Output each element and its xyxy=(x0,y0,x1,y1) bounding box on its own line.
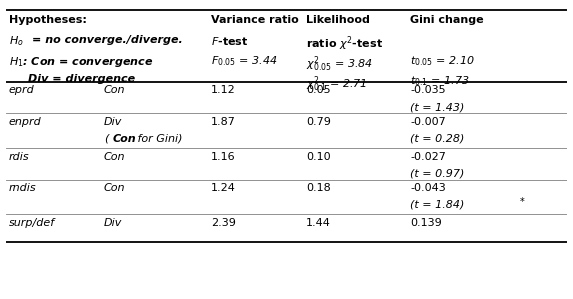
Text: $\mathit{H}_1$: Con = convergence: $\mathit{H}_1$: Con = convergence xyxy=(9,54,153,68)
Text: $\mathit{t}_{0.1}$ = 1.73: $\mathit{t}_{0.1}$ = 1.73 xyxy=(410,74,469,88)
Text: 0.79: 0.79 xyxy=(306,117,331,127)
Text: -0.007: -0.007 xyxy=(410,117,446,127)
Text: Div: Div xyxy=(104,218,123,228)
Text: 0.10: 0.10 xyxy=(306,152,331,161)
Text: -0.027: -0.027 xyxy=(410,152,446,161)
Text: Con: Con xyxy=(113,134,136,144)
Text: Hypotheses:: Hypotheses: xyxy=(9,15,87,25)
Text: surp/def: surp/def xyxy=(9,218,54,228)
Text: 1.24: 1.24 xyxy=(211,183,236,193)
Text: Con: Con xyxy=(104,85,125,95)
Text: 1.44: 1.44 xyxy=(306,218,331,228)
Text: rdis: rdis xyxy=(9,152,29,161)
Text: (t = 0.97): (t = 0.97) xyxy=(410,168,464,178)
Text: $\chi^2_{0.1}$ = 2.71: $\chi^2_{0.1}$ = 2.71 xyxy=(306,74,367,94)
Text: $\chi^2_{0.05}$ = 3.84: $\chi^2_{0.05}$ = 3.84 xyxy=(306,54,373,74)
Text: = no converge./diverge.: = no converge./diverge. xyxy=(32,35,183,45)
Text: Variance ratio: Variance ratio xyxy=(211,15,299,25)
Text: -0.035: -0.035 xyxy=(410,85,446,95)
Text: Div: Div xyxy=(104,117,123,127)
Text: Div = divergence: Div = divergence xyxy=(28,74,135,85)
Text: *: * xyxy=(520,197,524,207)
Text: Con: Con xyxy=(104,183,125,193)
Text: 0.139: 0.139 xyxy=(410,218,442,228)
Text: Gini change: Gini change xyxy=(410,15,484,25)
Text: 1.16: 1.16 xyxy=(211,152,236,161)
Text: eprd: eprd xyxy=(9,85,34,95)
Text: $\mathit{F}_{0.05}$ = 3.44: $\mathit{F}_{0.05}$ = 3.44 xyxy=(211,54,277,68)
Text: Con: Con xyxy=(104,152,125,161)
Text: $\mathit{t}_{0.05}$ = 2.10: $\mathit{t}_{0.05}$ = 2.10 xyxy=(410,54,474,68)
Text: 2.39: 2.39 xyxy=(211,218,236,228)
Text: (t = 1.84): (t = 1.84) xyxy=(410,200,464,210)
Text: Likelihood: Likelihood xyxy=(306,15,370,25)
Text: (t = 0.28): (t = 0.28) xyxy=(410,134,464,144)
Text: 0.18: 0.18 xyxy=(306,183,331,193)
Text: ratio $\chi^2$-test: ratio $\chi^2$-test xyxy=(306,35,383,53)
Text: rndis: rndis xyxy=(9,183,36,193)
Text: -0.043: -0.043 xyxy=(410,183,446,193)
Text: (: ( xyxy=(104,134,108,144)
Text: (t = 1.43): (t = 1.43) xyxy=(410,102,464,112)
Text: 1.87: 1.87 xyxy=(211,117,236,127)
Text: for Gini): for Gini) xyxy=(134,134,183,144)
Text: 1.12: 1.12 xyxy=(211,85,236,95)
Text: $\mathit{F}$-test: $\mathit{F}$-test xyxy=(211,35,248,47)
Text: 0.05: 0.05 xyxy=(306,85,331,95)
Text: enprd: enprd xyxy=(9,117,41,127)
Text: $\mathit{H}_o$: $\mathit{H}_o$ xyxy=(9,35,23,48)
